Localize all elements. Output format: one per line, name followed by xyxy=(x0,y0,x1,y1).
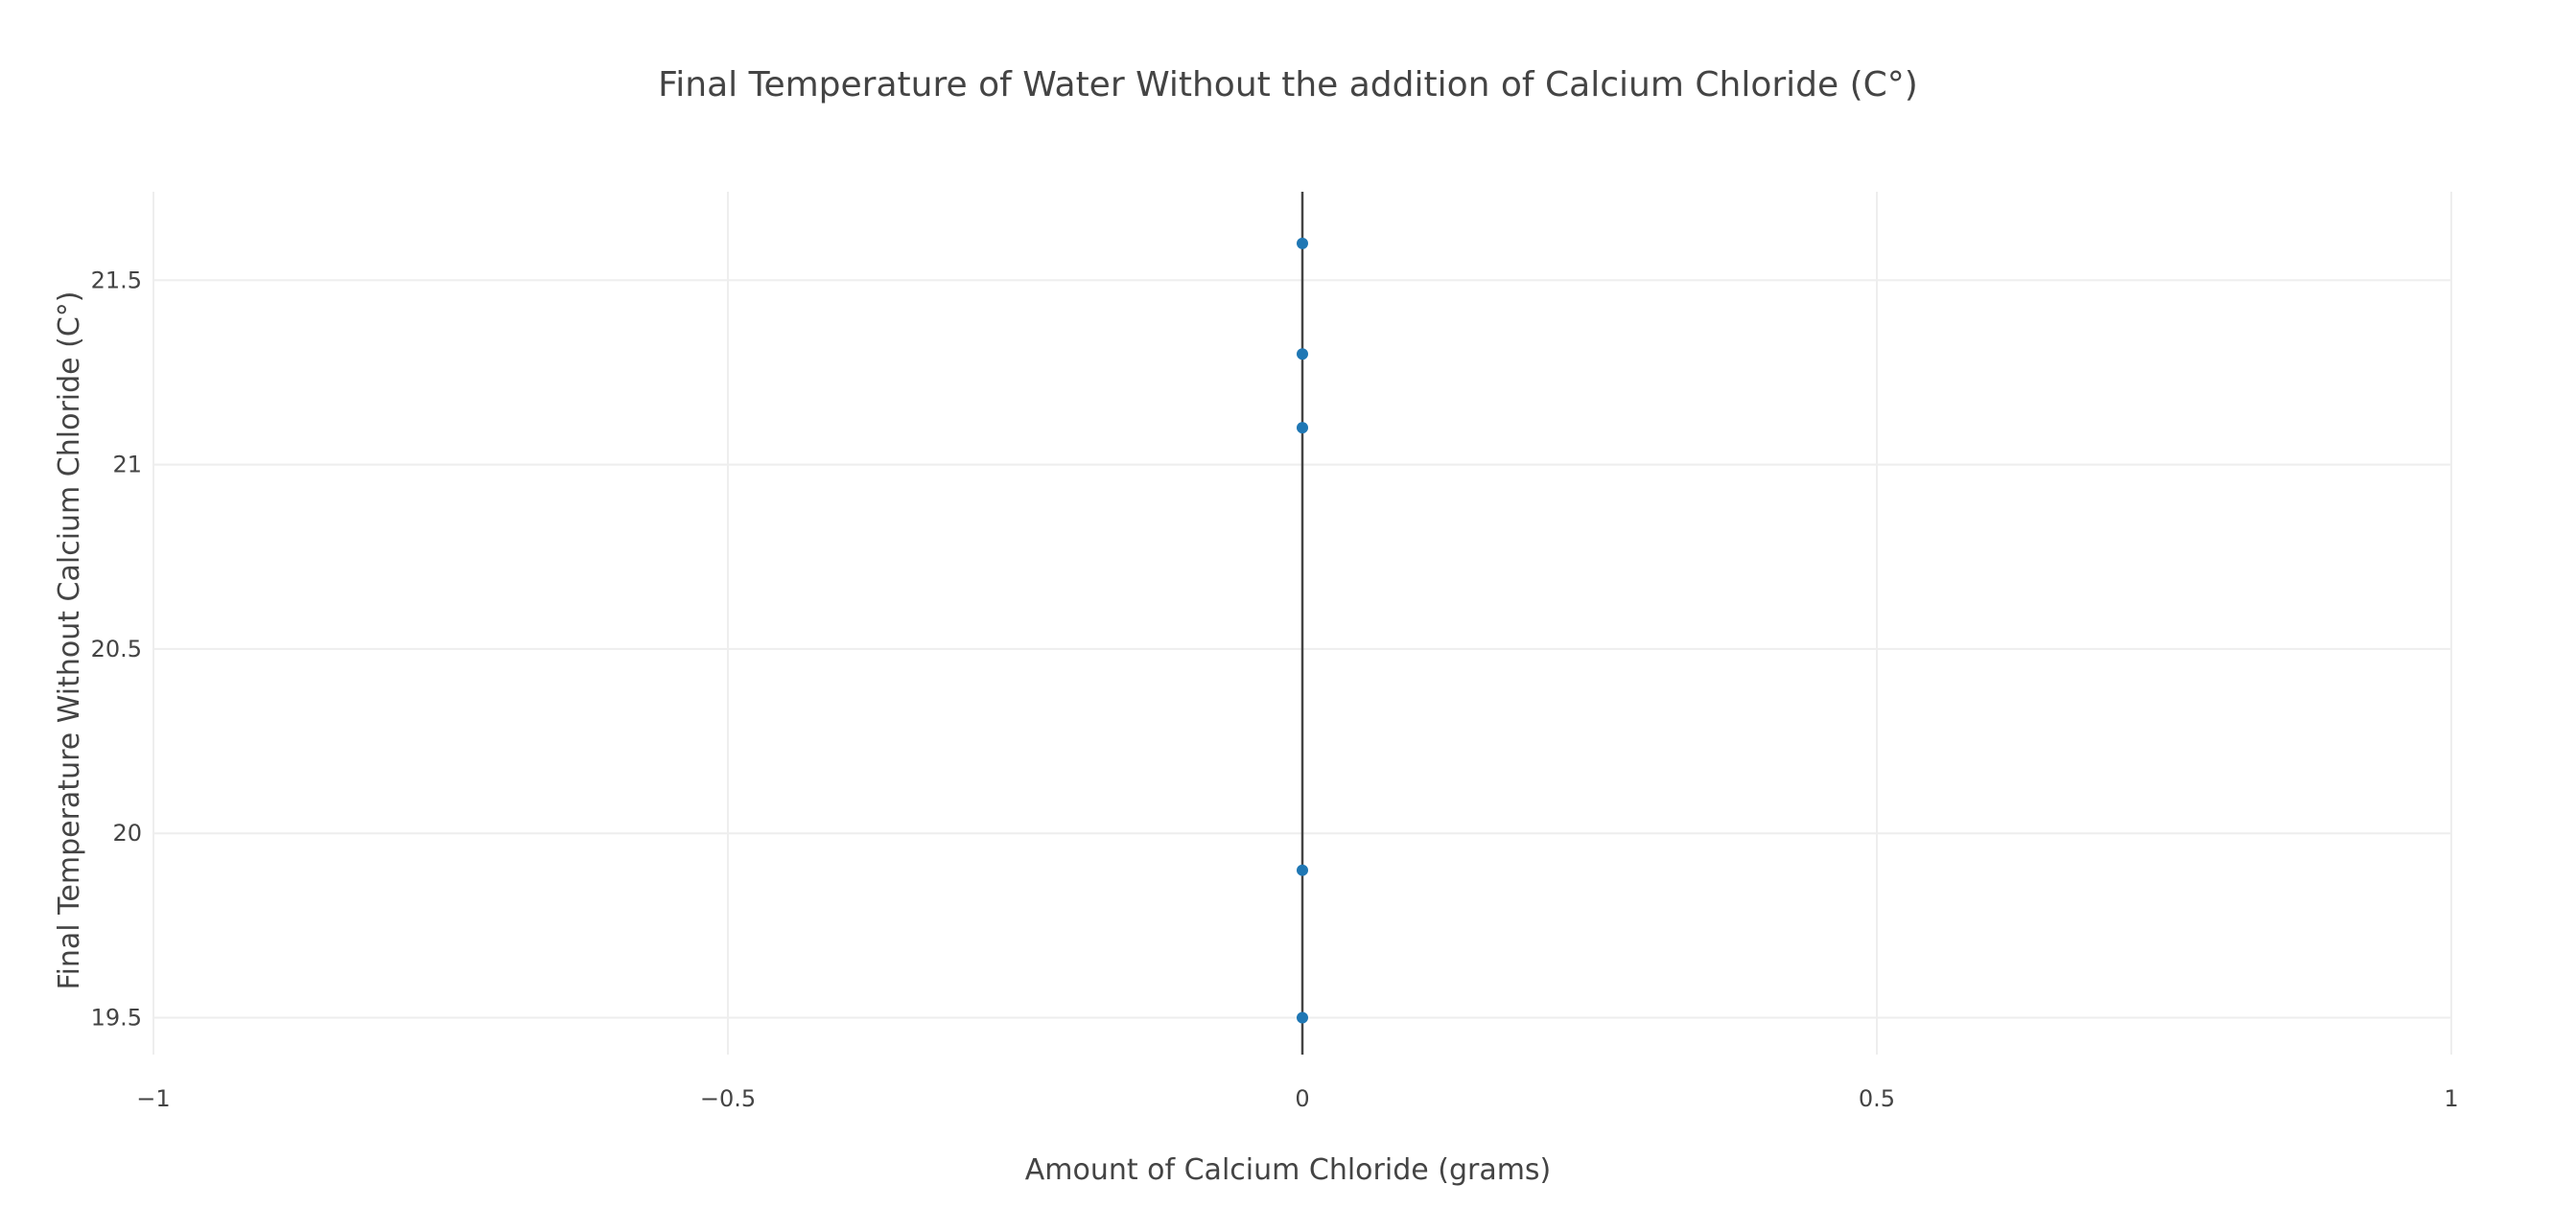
data-point[interactable] xyxy=(1297,422,1308,434)
y-tick-label: 21 xyxy=(112,452,142,478)
y-tick-label: 21.5 xyxy=(91,267,142,293)
data-points-layer xyxy=(1297,237,1308,1024)
x-tick-label: −1 xyxy=(136,1085,170,1112)
y-tick-label: 20 xyxy=(112,820,142,847)
data-point[interactable] xyxy=(1297,237,1308,249)
x-tick-label: 0.5 xyxy=(1859,1085,1895,1112)
x-tick-label: −0.5 xyxy=(700,1085,756,1112)
data-point[interactable] xyxy=(1297,348,1308,360)
y-tick-label: 20.5 xyxy=(91,636,142,662)
x-axis-title: Amount of Calcium Chloride (grams) xyxy=(1025,1153,1552,1187)
data-point[interactable] xyxy=(1297,1011,1308,1024)
x-tick-labels: −1 −0.5 0 0.5 1 xyxy=(136,1085,2458,1112)
x-tick-label: 1 xyxy=(2444,1085,2458,1112)
y-axis-title: Final Temperature Without Calcium Chlori… xyxy=(53,290,86,989)
y-tick-label: 19.5 xyxy=(91,1005,142,1032)
chart-title: Final Temperature of Water Without the a… xyxy=(658,65,1918,105)
y-tick-labels: 19.5 20 20.5 21 21.5 xyxy=(91,267,142,1031)
data-point[interactable] xyxy=(1297,864,1308,876)
x-tick-label: 0 xyxy=(1295,1085,1309,1112)
